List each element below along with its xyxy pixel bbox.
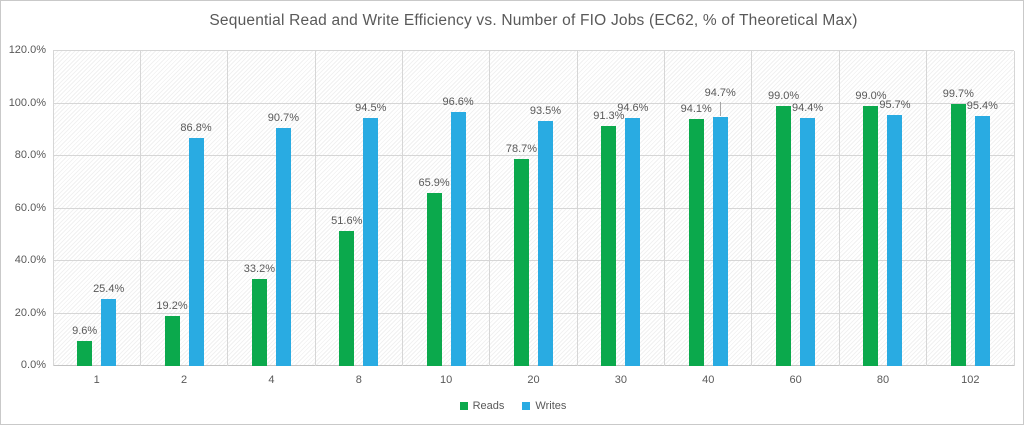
y-tick-label: 20.0% (14, 306, 46, 319)
gridline-vertical (52, 51, 54, 366)
x-tick-label: 10 (440, 374, 453, 386)
bar-writes-40 (712, 117, 728, 366)
legend-item-reads: Reads (459, 400, 505, 412)
gridline-vertical (489, 51, 491, 366)
x-tick-label: 8 (355, 374, 362, 386)
bar-writes-60 (800, 118, 816, 366)
chart-title: Sequential Read and Write Efficiency vs.… (209, 12, 858, 29)
gridline-horizontal (53, 260, 1014, 261)
bar-label-reads-4: 33.2% (243, 262, 275, 275)
bar-writes-4 (275, 127, 291, 366)
legend-label-reads: Reads (472, 400, 505, 412)
gridline-vertical (576, 51, 578, 366)
gridline-vertical (751, 51, 753, 366)
gridline-vertical (1013, 51, 1015, 366)
x-tick-label: 20 (527, 374, 540, 386)
bar-label-writes-102: 95.4% (966, 99, 998, 112)
gridline-vertical (139, 51, 141, 366)
gridline-vertical (314, 51, 316, 366)
bar-reads-102 (950, 104, 966, 366)
bar-label-reads-30: 91.3% (593, 110, 625, 123)
gridline-horizontal (53, 50, 1014, 51)
gridline-horizontal (53, 312, 1014, 314)
gridline-horizontal (53, 155, 1014, 156)
bar-label-reads-1: 9.6% (72, 324, 98, 337)
y-tick-label: 0.0% (20, 359, 46, 371)
bar-label-reads-10: 65.9% (418, 177, 450, 189)
bar-label-reads-8: 51.6% (331, 214, 363, 227)
x-tick-label: 2 (180, 374, 188, 386)
y-tick-label: 40.0% (14, 254, 46, 266)
bar-label-reads-40: 94.1% (680, 102, 712, 115)
gridline-vertical (401, 51, 403, 366)
bar-writes-80 (887, 114, 903, 366)
bar-label-writes-4: 90.7% (267, 111, 299, 124)
bar-reads-80 (863, 106, 879, 366)
bar-label-writes-8: 94.5% (355, 101, 387, 114)
bar-writes-8 (363, 117, 379, 366)
bar-label-writes-2: 86.8% (180, 122, 212, 135)
legend-item-writes: Writes (522, 400, 566, 412)
gridline-vertical (838, 51, 840, 366)
y-tick-label: 100.0% (8, 96, 46, 109)
y-tick-label: 60.0% (14, 201, 46, 214)
bar-label-writes-1: 25.4% (93, 283, 125, 296)
x-tick-label: 80 (876, 374, 890, 386)
bar-writes-10 (450, 112, 466, 366)
label-leader-line (720, 102, 722, 117)
bar-label-reads-80: 99.0% (855, 90, 887, 103)
gridline-vertical (227, 51, 229, 366)
bar-label-reads-102: 99.7% (942, 88, 974, 101)
x-tick-label: 102 (961, 374, 980, 386)
bar-reads-4 (251, 278, 267, 366)
bar-label-writes-40: 94.7% (704, 87, 736, 100)
bar-writes-102 (974, 115, 990, 366)
gridline-horizontal (53, 102, 1014, 104)
bar-writes-1 (101, 299, 117, 366)
x-tick-label: 4 (268, 374, 275, 386)
bar-label-writes-80: 95.7% (879, 98, 911, 111)
gridline-vertical (926, 51, 928, 366)
gridline-vertical (664, 51, 666, 366)
bar-reads-20 (514, 159, 529, 366)
bar-label-writes-20: 93.5% (529, 104, 562, 117)
bar-reads-10 (426, 193, 442, 366)
x-tick-label: 30 (614, 374, 627, 386)
y-tick-label: 80.0% (14, 149, 46, 161)
legend-label-writes: Writes (535, 400, 567, 412)
bar-label-reads-2: 19.2% (156, 299, 188, 312)
bar-label-writes-10: 96.6% (442, 96, 474, 109)
x-tick-label: 1 (93, 374, 100, 386)
x-axis-line (53, 365, 1014, 366)
bar-reads-2 (164, 315, 180, 366)
bar-label-reads-60: 99.0% (767, 90, 800, 103)
bar-label-writes-30: 94.6% (617, 101, 649, 114)
reads-swatch-icon (459, 402, 468, 410)
legend: Reads Writes (1, 400, 1023, 412)
bar-reads-1 (77, 340, 93, 366)
bar-writes-30 (625, 117, 641, 366)
x-tick-label: 60 (789, 374, 802, 386)
gridline-horizontal (53, 207, 1014, 209)
bar-reads-8 (339, 230, 355, 366)
y-tick-label: 120.0% (8, 44, 46, 56)
bar-label-reads-20: 78.7% (505, 143, 538, 156)
x-tick-label: 40 (702, 374, 715, 386)
plot-area (53, 51, 1014, 366)
bar-writes-20 (538, 120, 553, 366)
bar-writes-2 (188, 138, 204, 366)
bar-reads-60 (776, 106, 792, 366)
bar-reads-30 (601, 126, 617, 366)
bar-label-writes-60: 94.4% (791, 102, 824, 115)
writes-swatch-icon (522, 402, 531, 410)
bar-reads-40 (688, 118, 704, 366)
